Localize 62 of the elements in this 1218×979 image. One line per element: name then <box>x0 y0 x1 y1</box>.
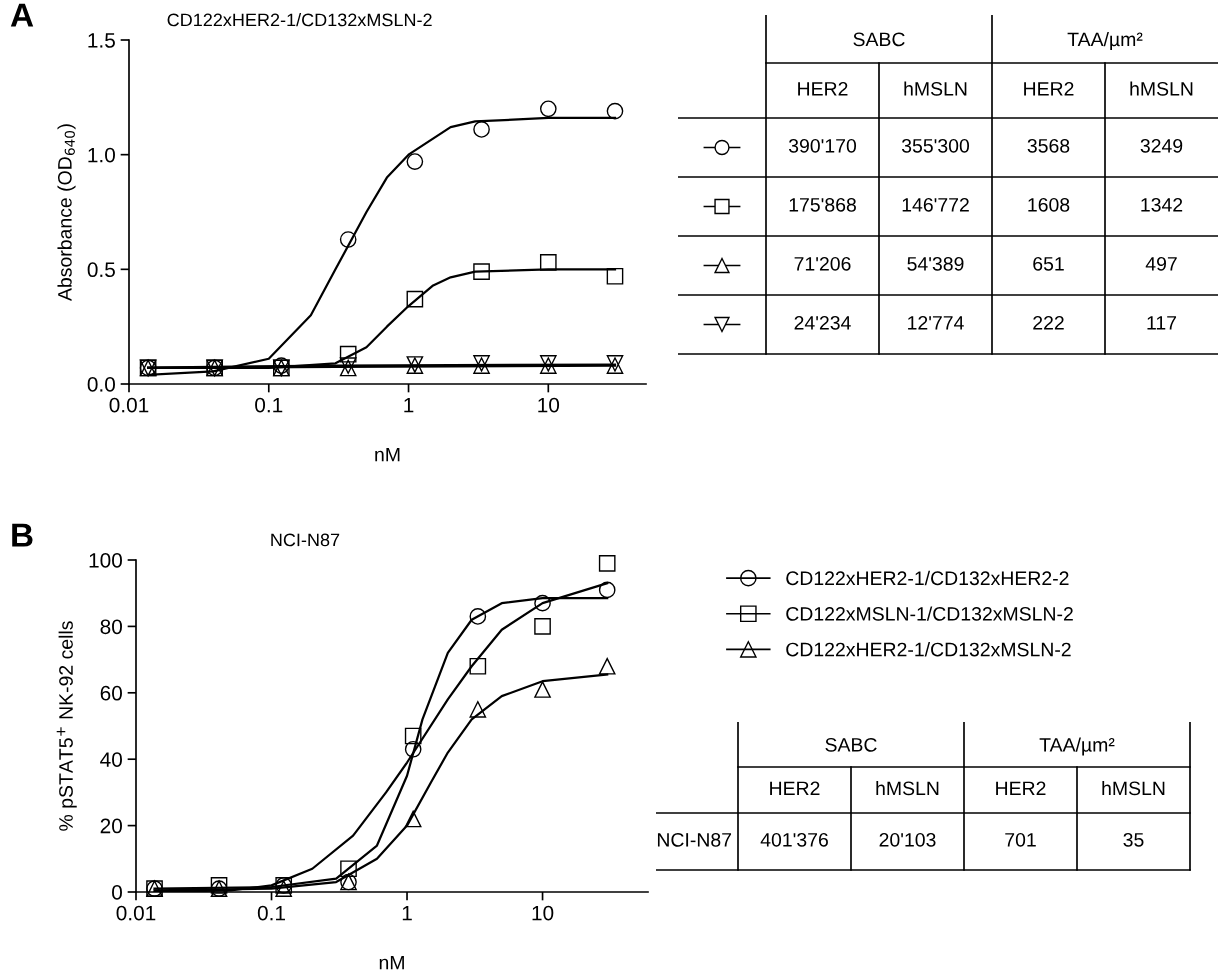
x-tick-label: 0.01 <box>116 905 156 921</box>
text: 1342 <box>1141 197 1183 212</box>
y-tick-label: 80 <box>100 619 122 635</box>
y-tick-label: 20 <box>100 818 122 834</box>
category-label: HER2 <box>798 81 848 96</box>
text: TAA/µm² <box>1039 737 1115 756</box>
text: 117 <box>1147 316 1177 330</box>
x-tick-label: 0.1 <box>255 397 283 413</box>
y-tick-label: 1.5 <box>88 33 115 48</box>
y-tick-label: 0.0 <box>87 377 115 392</box>
text: 390'170 <box>788 138 857 153</box>
text: 71'206 <box>794 256 851 271</box>
category-label: hMSLN <box>876 780 939 796</box>
category-label: HER2 <box>1024 81 1074 96</box>
text: B <box>12 523 33 547</box>
text: 222 <box>1033 315 1064 330</box>
text: 401'376 <box>760 832 828 847</box>
text: SABC <box>825 737 877 752</box>
text: 35 <box>1123 832 1144 847</box>
text: 1608 <box>1028 197 1070 212</box>
y-tick-label: 0.5 <box>87 262 115 278</box>
text: 146'772 <box>902 197 969 212</box>
y-tick-label: 100 <box>89 553 122 568</box>
text: A <box>10 3 34 27</box>
text: 175'868 <box>789 197 856 212</box>
category-label: HER2 <box>996 781 1046 796</box>
category-label: hMSLN <box>1102 780 1165 796</box>
text: 3249 <box>1140 138 1183 153</box>
y-axis-title: % pSTAT5$^{+}$ NK-92 cells <box>56 621 77 831</box>
text: TAA/µm² <box>1067 31 1143 51</box>
y-tick-label: 1.0 <box>88 147 115 163</box>
legend-label: CD122xHER2-1/CD132xMSLN-2 <box>786 642 1071 657</box>
text: 24'234 <box>794 315 851 330</box>
text: 701 <box>1005 832 1036 847</box>
text: 3568 <box>1027 138 1070 153</box>
category-label: NCI-N87 <box>657 832 732 847</box>
y-axis-title: Absorbance (OD$_{640}$) <box>57 124 76 302</box>
text: 651 <box>1033 256 1064 271</box>
chart-title: NCI-N87 <box>271 533 340 547</box>
category-label: hMSLN <box>904 81 967 96</box>
x-tick-label: 10 <box>532 905 554 921</box>
y-tick-label: 40 <box>100 752 122 767</box>
category-label: hMSLN <box>1130 81 1193 96</box>
x-tick-label: 10 <box>538 397 560 413</box>
text: 497 <box>1145 256 1177 271</box>
x-tick-label: 1 <box>404 397 414 413</box>
text: SABC <box>853 32 905 47</box>
legend-label: CD122xHER2-1/CD132xHER2-2 <box>786 570 1069 586</box>
y-tick-label: 60 <box>100 685 122 701</box>
text: 12'774 <box>908 315 964 330</box>
legend-label: CD122xMSLN-1/CD132xMSLN-2 <box>786 606 1073 621</box>
x-tick-label: 0.1 <box>257 905 285 921</box>
category-label: HER2 <box>770 781 820 796</box>
x-tick-label: 1 <box>402 905 412 921</box>
x-axis-title: nM <box>379 955 404 970</box>
y-tick-label: 0 <box>112 885 122 900</box>
chart-title: CD122xHER2-1/CD132xMSLN-2 <box>167 13 432 27</box>
text: 54'389 <box>907 256 964 271</box>
text: 20'103 <box>879 832 936 847</box>
x-tick-label: 0.01 <box>109 397 149 413</box>
text: 355'300 <box>901 138 970 153</box>
x-axis-title: nM <box>375 447 400 462</box>
